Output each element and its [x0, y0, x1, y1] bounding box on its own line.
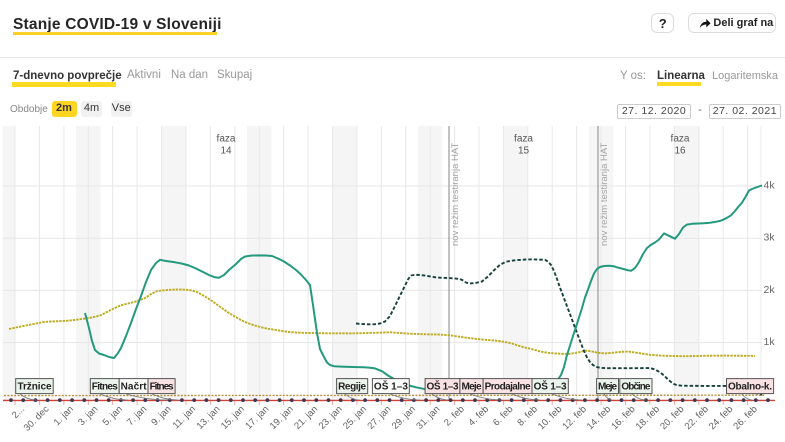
svg-text:5. jan: 5. jan	[101, 404, 125, 428]
svg-text:24. feb: 24. feb	[707, 404, 735, 432]
svg-text:16: 16	[674, 146, 686, 157]
svg-text:10. feb: 10. feb	[536, 404, 564, 432]
svg-text:21. jan: 21. jan	[292, 404, 320, 432]
svg-text:12. feb: 12. feb	[560, 404, 588, 432]
svg-text:19. jan: 19. jan	[268, 404, 296, 432]
svg-text:2...: 2...	[10, 404, 27, 421]
svg-text:1k: 1k	[764, 336, 776, 348]
svg-text:Obalno-k.: Obalno-k.	[728, 382, 772, 393]
svg-text:7. jan: 7. jan	[125, 404, 149, 428]
svg-text:Tržnice: Tržnice	[18, 382, 52, 393]
svg-text:23. jan: 23. jan	[317, 404, 345, 432]
svg-text:31. jan: 31. jan	[414, 404, 442, 432]
svg-text:faza: faza	[217, 134, 236, 145]
svg-text:9. jan: 9. jan	[149, 404, 173, 428]
svg-text:Meje: Meje	[462, 382, 482, 393]
svg-text:OŠ 1–3: OŠ 1–3	[374, 380, 408, 393]
svg-text:16. feb: 16. feb	[609, 404, 637, 432]
svg-text:OŠ 1–3: OŠ 1–3	[534, 380, 567, 393]
svg-text:3. jan: 3. jan	[76, 404, 100, 428]
svg-text:27. jan: 27. jan	[365, 404, 393, 432]
svg-text:Prodajalne: Prodajalne	[485, 382, 531, 393]
svg-text:3k: 3k	[764, 232, 776, 244]
svg-text:6. feb: 6. feb	[491, 404, 516, 429]
svg-text:OŠ 1–3: OŠ 1–3	[427, 380, 459, 393]
svg-text:29. jan: 29. jan	[390, 404, 418, 432]
svg-text:15. jan: 15. jan	[219, 404, 247, 432]
svg-text:nov režim testiranja HAT: nov režim testiranja HAT	[599, 143, 610, 246]
svg-text:1. jan: 1. jan	[52, 404, 76, 428]
svg-text:Fitnes: Fitnes	[150, 382, 174, 393]
svg-text:2. feb: 2. feb	[442, 404, 467, 429]
svg-text:Občine: Občine	[621, 382, 650, 393]
svg-text:4. feb: 4. feb	[467, 404, 492, 429]
svg-text:18. feb: 18. feb	[634, 404, 662, 432]
svg-text:11. jan: 11. jan	[171, 404, 198, 431]
svg-text:30. dec: 30. dec	[22, 404, 52, 434]
svg-text:15: 15	[518, 146, 530, 157]
svg-text:17. jan: 17. jan	[243, 404, 271, 432]
svg-text:22. feb: 22. feb	[683, 404, 711, 432]
svg-text:Fitnes: Fitnes	[92, 382, 118, 393]
svg-text:25. jan: 25. jan	[341, 404, 369, 432]
svg-text:faza: faza	[671, 134, 690, 145]
svg-text:4k: 4k	[764, 180, 776, 192]
svg-text:20. feb: 20. feb	[658, 404, 686, 432]
svg-text:26. feb: 26. feb	[731, 404, 759, 432]
svg-text:Meje: Meje	[598, 382, 617, 393]
svg-text:13. jan: 13. jan	[195, 404, 223, 432]
svg-text:Regije: Regije	[338, 382, 366, 393]
svg-text:14. feb: 14. feb	[585, 404, 613, 432]
svg-text:faza: faza	[514, 134, 533, 145]
svg-text:Načrt: Načrt	[121, 382, 148, 393]
svg-text:nov režim testiranja HAT: nov režim testiranja HAT	[450, 143, 461, 246]
svg-text:2k: 2k	[764, 284, 776, 296]
svg-text:14: 14	[220, 146, 232, 157]
